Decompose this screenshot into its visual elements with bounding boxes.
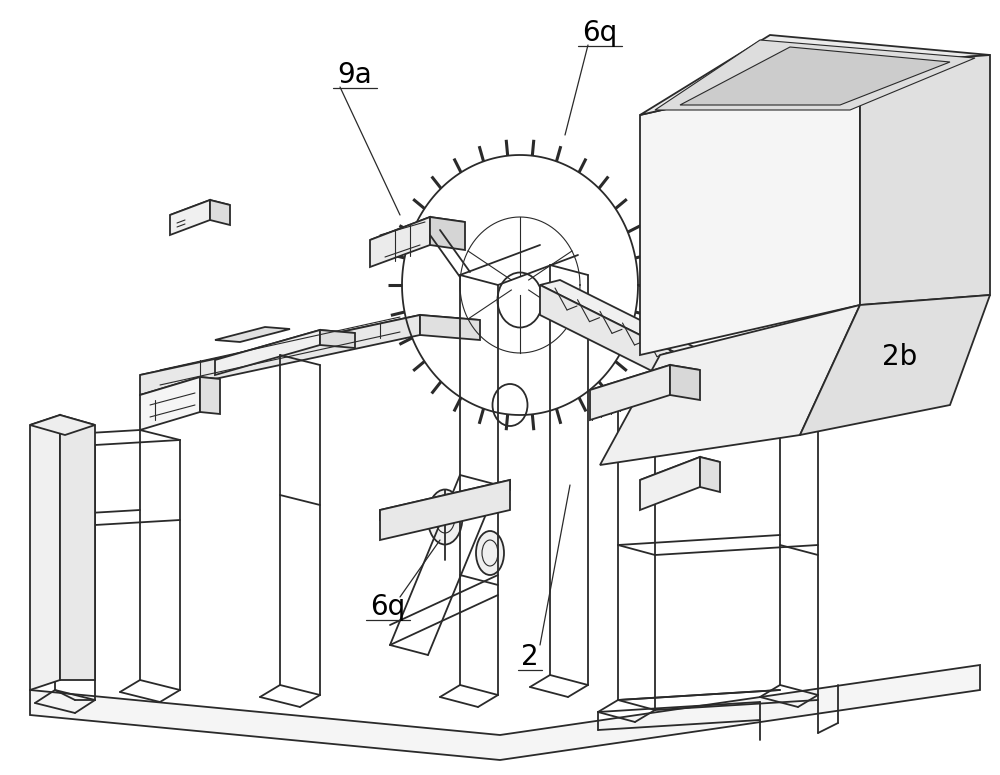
Polygon shape [680, 47, 950, 105]
Polygon shape [370, 217, 465, 245]
Text: 9a: 9a [338, 61, 372, 89]
Polygon shape [670, 365, 700, 400]
Polygon shape [170, 200, 210, 235]
Polygon shape [420, 315, 480, 340]
Polygon shape [640, 35, 990, 115]
Text: 2: 2 [521, 643, 539, 671]
Polygon shape [210, 200, 230, 225]
Polygon shape [860, 55, 990, 305]
Polygon shape [140, 377, 220, 397]
Polygon shape [215, 330, 355, 363]
Polygon shape [540, 285, 700, 395]
Polygon shape [590, 365, 700, 395]
Polygon shape [170, 200, 230, 220]
Polygon shape [30, 665, 980, 760]
Polygon shape [30, 415, 60, 690]
Polygon shape [215, 330, 320, 375]
Polygon shape [600, 305, 860, 465]
Polygon shape [370, 217, 430, 267]
Text: 2b: 2b [882, 343, 918, 371]
Text: 6q: 6q [370, 593, 406, 621]
Polygon shape [640, 65, 860, 355]
Polygon shape [380, 480, 510, 540]
Ellipse shape [428, 490, 462, 545]
Polygon shape [200, 377, 220, 414]
Polygon shape [655, 40, 975, 110]
Polygon shape [140, 315, 480, 380]
Text: 7a: 7a [871, 61, 905, 89]
Text: 6q: 6q [582, 19, 618, 47]
Polygon shape [140, 315, 420, 395]
Polygon shape [60, 415, 95, 680]
Ellipse shape [691, 355, 719, 405]
Polygon shape [140, 377, 200, 430]
Polygon shape [320, 330, 355, 348]
Polygon shape [30, 415, 95, 435]
Polygon shape [215, 327, 290, 342]
Polygon shape [430, 217, 465, 250]
Polygon shape [700, 457, 720, 492]
Polygon shape [540, 280, 720, 365]
Polygon shape [640, 457, 700, 510]
Polygon shape [640, 457, 720, 485]
Polygon shape [590, 365, 670, 420]
Ellipse shape [476, 531, 504, 575]
Polygon shape [800, 295, 990, 435]
Polygon shape [380, 480, 510, 520]
